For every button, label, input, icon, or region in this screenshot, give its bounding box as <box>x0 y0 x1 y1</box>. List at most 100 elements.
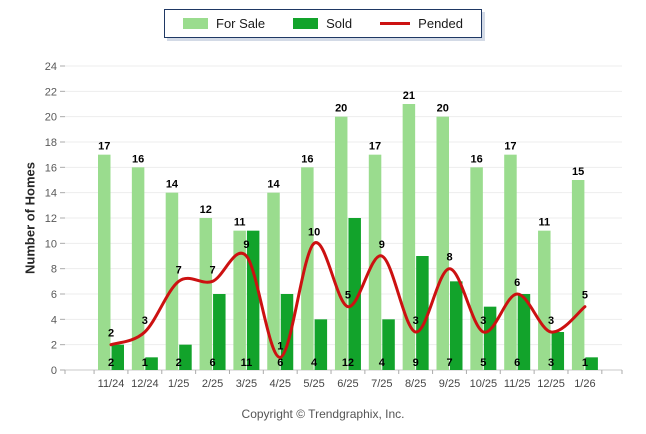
bar-sold <box>483 306 497 370</box>
y-tick-label: 8 <box>51 264 57 276</box>
pended-value-label: 3 <box>413 315 419 327</box>
y-tick-label: 6 <box>51 289 57 301</box>
bar-for-sale <box>334 116 348 371</box>
bar-sold <box>314 319 328 370</box>
pended-value-label: 3 <box>548 315 554 327</box>
y-tick-label: 4 <box>51 314 57 326</box>
pended-value-label: 9 <box>243 239 249 251</box>
x-tick-label: 1/25 <box>168 378 189 390</box>
bar-sold <box>213 294 226 370</box>
pended-value-label: 2 <box>108 328 114 340</box>
sold-swatch-icon <box>293 18 319 29</box>
pended-value-label: 1 <box>277 340 283 352</box>
pended-legend-label: Pended <box>418 16 463 31</box>
x-tick-label: 11/24 <box>98 378 125 390</box>
y-tick-label: 18 <box>45 137 57 149</box>
sold-value-label: 6 <box>514 357 520 369</box>
sold-value-label: 2 <box>176 357 182 369</box>
x-tick-label: 12/25 <box>537 378 565 390</box>
sold-value-label: 9 <box>413 357 419 369</box>
bar-for-sale <box>470 167 483 370</box>
bar-sold <box>382 319 395 370</box>
for-sale-value-label: 17 <box>369 141 381 153</box>
y-tick-label: 10 <box>45 238 57 250</box>
pended-value-label: 10 <box>308 226 320 238</box>
x-tick-label: 1/26 <box>574 378 595 390</box>
sold-value-label: 7 <box>446 357 452 369</box>
sold-value-label: 12 <box>342 357 354 369</box>
x-tick-label: 2/25 <box>202 378 223 390</box>
y-tick-label: 20 <box>45 112 57 124</box>
x-tick-label: 5/25 <box>303 378 324 390</box>
bar-for-sale <box>267 192 280 370</box>
for-sale-value-label: 15 <box>572 166 584 178</box>
bar-for-sale <box>131 167 145 370</box>
sold-value-label: 4 <box>379 357 386 369</box>
bar-sold <box>111 344 124 370</box>
legend-item-for-sale: For Sale <box>183 16 265 31</box>
for-sale-value-label: 11 <box>538 217 550 229</box>
y-tick-label: 16 <box>45 162 57 174</box>
bar-sold <box>246 230 260 370</box>
sold-legend-label: Sold <box>326 16 353 31</box>
chart-legend: For Sale Sold Pended <box>164 9 482 38</box>
bar-for-sale <box>402 104 416 370</box>
pended-value-label: 7 <box>176 264 182 276</box>
pended-value-label: 5 <box>582 290 588 302</box>
pended-line <box>109 241 587 359</box>
bar-for-sale <box>98 154 111 370</box>
sold-value-label: 4 <box>311 357 318 369</box>
bar-sold <box>585 357 598 370</box>
legend-item-pended: Pended <box>380 16 463 31</box>
for-sale-legend-label: For Sale <box>216 16 266 31</box>
for-sale-swatch-icon <box>183 18 208 29</box>
pended-value-label: 3 <box>142 315 148 327</box>
bar-sold <box>450 281 463 370</box>
sold-value-label: 11 <box>241 357 253 369</box>
bar-sold <box>551 332 565 370</box>
sold-value-label: 2 <box>108 357 114 369</box>
sold-value-label: 5 <box>480 357 486 369</box>
for-sale-value-label: 16 <box>301 153 313 165</box>
legend-item-sold: Sold <box>293 16 352 31</box>
bar-for-sale <box>199 218 213 370</box>
for-sale-value-label: 11 <box>234 217 246 229</box>
for-sale-value-label: 12 <box>200 204 212 216</box>
bar-for-sale <box>571 180 585 370</box>
x-tick-label: 4/25 <box>270 378 291 390</box>
x-tick-label: 6/25 <box>337 378 358 390</box>
x-tick-label: 9/25 <box>439 378 460 390</box>
for-sale-value-label: 21 <box>403 90 415 102</box>
y-tick-label: 0 <box>51 365 57 377</box>
for-sale-value-label: 17 <box>504 141 516 153</box>
bar-for-sale <box>233 230 246 370</box>
for-sale-value-label: 14 <box>166 179 179 191</box>
y-tick-label: 14 <box>45 188 57 200</box>
sold-value-label: 6 <box>209 357 215 369</box>
x-tick-label: 11/25 <box>504 378 531 390</box>
bar-sold <box>179 344 192 370</box>
copyright-text: Copyright © Trendgraphix, Inc. <box>241 407 405 421</box>
bar-sold <box>416 256 429 370</box>
for-sale-value-label: 20 <box>437 103 449 115</box>
sold-value-label: 1 <box>142 357 148 369</box>
pended-line-swatch-icon <box>380 22 411 25</box>
bar-for-sale <box>538 230 551 370</box>
bar-sold <box>145 357 158 370</box>
pended-value-label: 3 <box>480 315 486 327</box>
bar-sold <box>517 294 531 370</box>
for-sale-value-label: 17 <box>98 141 110 153</box>
for-sale-value-label: 16 <box>132 153 144 165</box>
pended-value-label: 6 <box>514 277 520 289</box>
pended-value-label: 7 <box>209 264 215 276</box>
bar-for-sale <box>165 192 179 370</box>
y-tick-label: 22 <box>45 86 57 98</box>
pended-value-label: 8 <box>446 252 452 264</box>
x-tick-label: 12/24 <box>131 378 159 390</box>
y-tick-label: 12 <box>45 213 57 225</box>
bar-sold <box>348 218 361 370</box>
for-sale-value-label: 20 <box>335 103 347 115</box>
y-tick-label: 24 <box>45 61 57 73</box>
bar-for-sale <box>504 154 517 370</box>
